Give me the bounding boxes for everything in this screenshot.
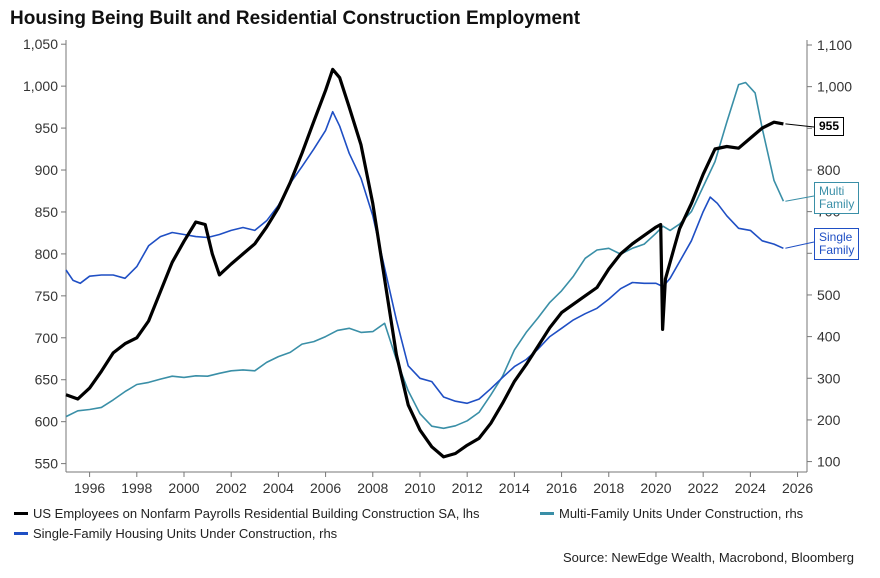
legend-swatch-multi-family <box>540 512 554 515</box>
x-tick-label: 2026 <box>782 480 813 496</box>
right-tick-label: 1,000 <box>817 79 852 95</box>
multi-family-callout-line-1: Multi <box>819 184 845 198</box>
right-tick-label: 800 <box>817 162 841 178</box>
chart-title: Housing Being Built and Residential Cons… <box>10 8 581 29</box>
legend-item-single-family: Single-Family Housing Units Under Constr… <box>14 526 337 541</box>
legend-label-employees: US Employees on Nonfarm Payrolls Residen… <box>33 506 480 521</box>
left-tick-label: 850 <box>35 204 59 220</box>
callout-connectors <box>785 123 815 249</box>
x-tick-label: 2024 <box>735 480 766 496</box>
x-tick-label: 1996 <box>74 480 105 496</box>
x-tick-label: 2014 <box>499 480 530 496</box>
left-tick-label: 550 <box>35 456 59 472</box>
x-tick-label: 2018 <box>593 480 624 496</box>
left-tick-label: 900 <box>35 162 59 178</box>
employees-series-line <box>65 67 784 459</box>
single-family-callout-line-2: Family <box>819 243 855 257</box>
x-tick-label: 2000 <box>168 480 199 496</box>
x-tick-label: 2004 <box>263 480 294 496</box>
source-note: Source: NewEdge Wealth, Macrobond, Bloom… <box>563 550 854 565</box>
right-tick-label: 500 <box>817 287 841 303</box>
single-family-callout-line-1: Single <box>819 230 853 244</box>
series-layer <box>65 67 785 459</box>
single-family-callout-pointer <box>785 241 815 249</box>
right-tick-label: 100 <box>817 454 841 470</box>
x-tick-label: 2008 <box>357 480 388 496</box>
multi-family-callout-line-2: Family <box>819 197 855 211</box>
left-tick-label: 600 <box>35 414 59 430</box>
left-tick-label: 1,000 <box>23 78 58 94</box>
x-tick-label: 2012 <box>452 480 483 496</box>
employees-value-label: 955 <box>819 119 840 133</box>
employees-value-callout: 955 <box>814 117 845 136</box>
employees-callout-pointer <box>785 123 815 128</box>
x-tick-label: 1998 <box>121 480 152 496</box>
x-tick-label: 2006 <box>310 480 341 496</box>
right-tick-label: 300 <box>817 370 841 386</box>
single-family-callout: Single Family <box>814 228 860 260</box>
left-tick-label: 650 <box>35 372 59 388</box>
right-tick-label: 200 <box>817 412 841 428</box>
left-tick-label: 700 <box>35 330 59 346</box>
right-tick-label: 1,100 <box>817 37 852 53</box>
legend-label-single-family: Single-Family Housing Units Under Constr… <box>33 526 338 541</box>
axes: 1,050 1,000 950 900 850 800 750 700 650 600 550 1,1… <box>23 36 852 496</box>
multi-family-callout-pointer <box>785 195 815 202</box>
x-tick-label: 2010 <box>404 480 435 496</box>
left-tick-label: 950 <box>35 120 59 136</box>
legend-swatch-single-family <box>14 532 28 535</box>
multi-family-series-line <box>65 81 785 430</box>
left-tick-label: 750 <box>35 288 59 304</box>
left-tick-label: 800 <box>35 246 59 262</box>
left-tick-label: 1,050 <box>23 36 58 52</box>
x-tick-label: 2016 <box>546 480 577 496</box>
x-tick-label: 2020 <box>640 480 671 496</box>
legend-label-multi-family: Multi-Family Units Under Construction, r… <box>559 506 804 521</box>
legend-item-employees: US Employees on Nonfarm Payrolls Residen… <box>14 506 480 521</box>
x-tick-label: 2002 <box>216 480 247 496</box>
multi-family-callout: Multi Family <box>814 182 860 214</box>
legend-item-multi-family: Multi-Family Units Under Construction, r… <box>540 506 803 521</box>
right-tick-label: 400 <box>817 329 841 345</box>
legend-swatch-employees <box>14 512 28 515</box>
x-tick-label: 2022 <box>688 480 719 496</box>
single-family-series-line <box>65 110 784 405</box>
